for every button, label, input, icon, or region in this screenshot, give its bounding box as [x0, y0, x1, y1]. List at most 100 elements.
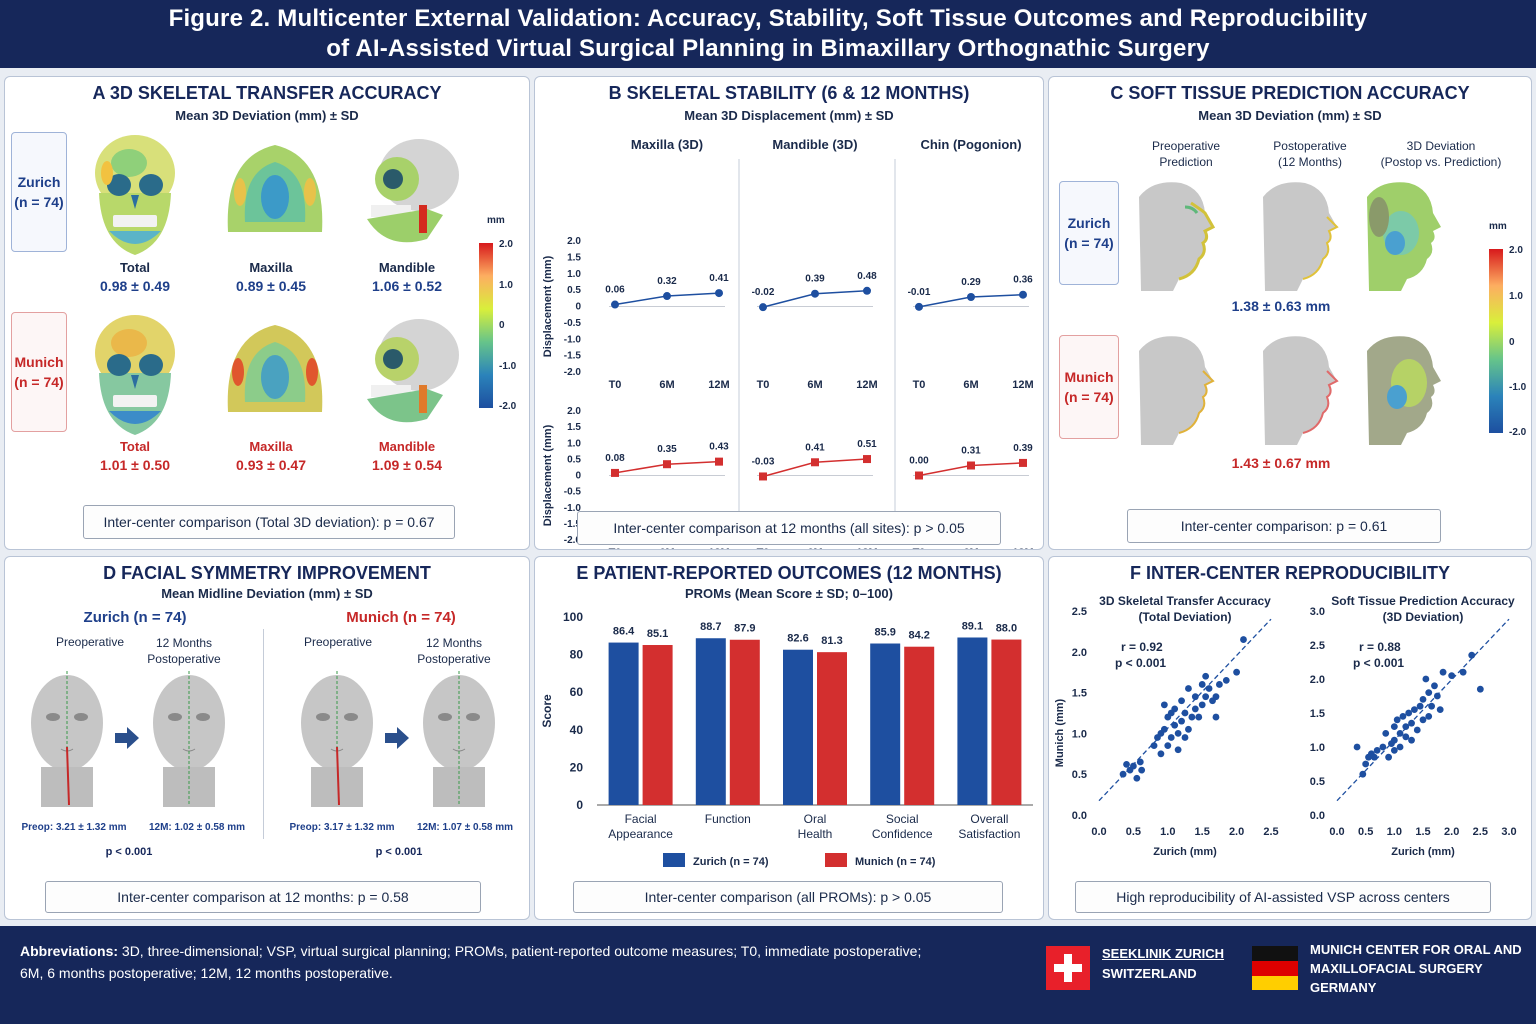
- legend-label: Zurich (n = 74): [693, 856, 769, 868]
- data-label: 0.00: [909, 456, 929, 467]
- y-tick-label: 80: [570, 648, 584, 662]
- bar-value-label: 88.0: [996, 623, 1017, 635]
- x-tick-label: 1.5: [1195, 826, 1210, 838]
- panel-f-comparison: High reproducibility of AI-assisted VSP …: [1075, 881, 1491, 913]
- panel-c-title: C SOFT TISSUE PREDICTION ACCURACY: [1110, 83, 1470, 103]
- y-tick-label: 0.5: [1310, 776, 1325, 788]
- panel-e-subtitle: PROMs (Mean Score ± SD; 0–100): [685, 586, 893, 601]
- zurich-soft-tissue-value: 1.38 ± 0.63 mm: [1231, 298, 1331, 314]
- munich-site-n: (n = 74): [1064, 389, 1114, 405]
- x-tick-label: 2.0: [1444, 826, 1459, 838]
- panel-a-title: A 3D SKELETAL TRANSFER ACCURACY: [92, 83, 442, 103]
- category-label: Satisfaction: [958, 827, 1020, 841]
- colorbar-tick: -2.0: [499, 401, 517, 412]
- y-tick-label: 1.0: [1310, 742, 1325, 754]
- colorbar-tick: -2.0: [1509, 427, 1527, 438]
- panel-b-title: B SKELETAL STABILITY (6 & 12 MONTHS): [608, 83, 970, 103]
- scatter-point: [1385, 753, 1392, 761]
- scatter-point: [1178, 717, 1185, 725]
- scatter-title-line2: (3D Deviation): [1383, 610, 1464, 624]
- munich-deviation-heatmap-face: [1367, 336, 1441, 445]
- category-label: Confidence: [872, 827, 933, 841]
- abbreviations-text: 3D, three-dimensional; VSP, virtual surg…: [118, 943, 922, 959]
- panel-b: B SKELETAL STABILITY (6 & 12 MONTHS) Mea…: [534, 76, 1044, 550]
- x-tick-label: 12M: [856, 379, 877, 391]
- x-tick-label: 2.5: [1473, 826, 1488, 838]
- munich-mandible-value: 1.09 ± 0.54: [372, 457, 442, 473]
- panel-b-comparison: Inter-center comparison at 12 months (al…: [577, 511, 1001, 545]
- munich-mandible-heatmap: [367, 319, 459, 423]
- scatter-point: [1448, 672, 1456, 679]
- data-point: [715, 289, 723, 298]
- scatter-point: [1370, 753, 1378, 761]
- bar: [957, 637, 988, 805]
- y-tick-label: -1.5: [564, 519, 582, 530]
- data-point: [915, 302, 923, 311]
- data-point: [863, 286, 871, 295]
- postop-l1: 12 Months: [425, 636, 483, 650]
- munich-preop-label: Preoperative: [303, 635, 373, 649]
- munich-total-label: Total: [119, 439, 151, 454]
- munich-institution: MUNICH CENTER FOR ORAL AND MAXILLOFACIAL…: [1310, 940, 1522, 997]
- munich-maxilla-heatmap: [227, 325, 323, 412]
- bar: [783, 649, 813, 805]
- x-tick-label: T0: [609, 379, 622, 391]
- zurich-institution: SEEKLINIK ZURICH SWITZERLAND: [1102, 944, 1224, 984]
- col-dev-l2: (Postop vs. Prediction): [1380, 155, 1502, 169]
- scatter-point: [1425, 713, 1433, 720]
- scatter-point: [1431, 682, 1438, 690]
- x-tick-label: T0: [757, 379, 770, 391]
- scatter-point: [1436, 706, 1444, 713]
- x-tick-label: 6M: [963, 379, 978, 391]
- scatter-point: [1136, 758, 1144, 766]
- abbreviations-text-2: 6M, 6 months postoperative; 12M, 12 mont…: [20, 965, 393, 981]
- panel-d-comparison: Inter-center comparison at 12 months: p …: [45, 881, 481, 913]
- zurich-site-name: Zurich: [1067, 215, 1111, 231]
- scatter-point: [1174, 730, 1182, 737]
- bar: [817, 652, 847, 805]
- bar-value-label: 89.1: [962, 620, 983, 632]
- data-label: 0.41: [805, 442, 825, 453]
- y-tick-label: 0.5: [567, 454, 581, 465]
- zurich-mandible-label: Mandible: [378, 260, 436, 275]
- footer: Abbreviations: 3D, three-dimensional; VS…: [0, 926, 1536, 1024]
- scatter-point: [1119, 770, 1127, 778]
- scatter-point: [1382, 730, 1390, 737]
- scatter-point: [1202, 693, 1210, 701]
- munich-postop-face: [423, 671, 495, 807]
- data-label: 0.41: [709, 273, 729, 284]
- zurich-maxilla-heatmap: [227, 145, 323, 232]
- panel-d-subtitle: Mean Midline Deviation (mm) ± SD: [161, 586, 373, 601]
- zurich-mandible-value: 1.06 ± 0.52: [372, 278, 442, 294]
- bar: [991, 639, 1022, 805]
- y-tick-label: 1.5: [567, 252, 581, 263]
- scatter-point: [1402, 723, 1410, 730]
- colorbar-gradient: [1489, 249, 1503, 433]
- colorbar-unit: mm: [1489, 221, 1507, 232]
- y-tick-label: 0: [576, 798, 583, 812]
- scatter-point: [1181, 709, 1189, 717]
- bar: [608, 642, 639, 805]
- scatter-point: [1362, 760, 1370, 768]
- zurich-site-n: (n = 74): [14, 194, 64, 210]
- munich-postop-value: 12M: 1.07 ± 0.58 mm: [416, 822, 514, 833]
- scatter-point: [1212, 693, 1220, 701]
- y-axis-label: Displacement (mm): [542, 424, 554, 526]
- zurich-postop-value: 12M: 1.02 ± 0.58 mm: [148, 822, 246, 833]
- scatter-point: [1171, 721, 1179, 729]
- scatter-point: [1174, 746, 1182, 754]
- y-tick-label: 20: [570, 760, 584, 774]
- x-tick-label: 0.5: [1126, 826, 1141, 838]
- y-tick-label: 100: [563, 610, 583, 624]
- scatter-point: [1171, 705, 1179, 713]
- y-tick-label: 2.0: [1310, 674, 1325, 686]
- category-label: Social: [886, 812, 919, 826]
- panel-b-subtitle: Mean 3D Displacement (mm) ± SD: [684, 108, 894, 123]
- data-label: 0.35: [657, 444, 677, 455]
- zurich-site-box: Zurich (n = 74): [11, 132, 67, 252]
- bar: [870, 643, 901, 805]
- scatter-point: [1130, 762, 1137, 770]
- regression-line: [1336, 618, 1510, 802]
- x-tick-label: 12M: [1012, 547, 1033, 550]
- data-point: [915, 471, 923, 480]
